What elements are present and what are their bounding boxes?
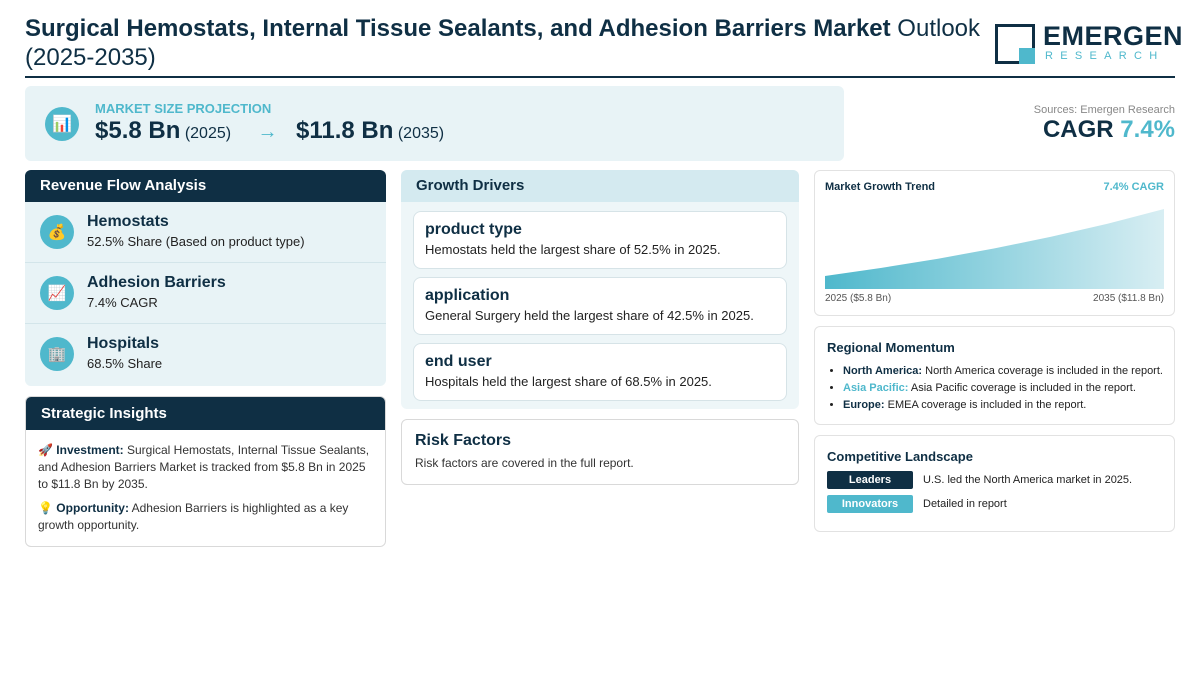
projection-start-value: $5.8 Bn bbox=[95, 117, 181, 144]
revenue-item-detail: 52.5% Share (Based on product type) bbox=[87, 234, 305, 249]
risk-factors-panel: Risk Factors Risk factors are covered in… bbox=[401, 419, 799, 485]
region-text: North America coverage is included in th… bbox=[922, 365, 1163, 377]
revenue-item: 🏢 Hospitals 68.5% Share bbox=[25, 324, 386, 385]
chart-icon: 📊 bbox=[45, 107, 79, 141]
building-icon: 🏢 bbox=[40, 337, 74, 371]
growth-drivers-heading: Growth Drivers bbox=[401, 170, 799, 202]
driver-card: product type Hemostats held the largest … bbox=[413, 211, 787, 269]
cagr-value: 7.4% bbox=[1120, 116, 1175, 143]
arrow-right-icon: → bbox=[257, 121, 278, 143]
region-name: Asia Pacific: bbox=[843, 382, 909, 394]
driver-card-title: end user bbox=[425, 353, 492, 370]
market-size-projection: 📊 MARKET SIZE PROJECTION $5.8 Bn (2025) … bbox=[25, 86, 844, 161]
revenue-flow-panel: Revenue Flow Analysis 💰 Hemostats 52.5% … bbox=[25, 170, 386, 386]
growth-area-series bbox=[825, 209, 1164, 289]
logo-subtitle: RESEARCH bbox=[1045, 50, 1165, 62]
projection-start-year: (2025) bbox=[184, 125, 232, 142]
leaders-badge: Leaders bbox=[827, 471, 913, 489]
projection-label: MARKET SIZE PROJECTION bbox=[95, 101, 272, 116]
innovators-badge: Innovators bbox=[827, 495, 913, 513]
page-title: Surgical Hemostats, Internal Tissue Seal… bbox=[25, 14, 985, 72]
trend-cagr: 7.4% CAGR bbox=[1103, 181, 1164, 193]
page-title-rest: Outlook (2025-2035) bbox=[25, 15, 981, 71]
growth-drivers-panel: Growth Drivers product type Hemostats he… bbox=[401, 170, 799, 409]
page-title-bold: Surgical Hemostats, Internal Tissue Seal… bbox=[25, 15, 891, 42]
revenue-flow-heading: Revenue Flow Analysis bbox=[25, 170, 386, 202]
competitive-landscape-heading: Competitive Landscape bbox=[827, 449, 973, 464]
revenue-item: 📈 Adhesion Barriers 7.4% CAGR bbox=[25, 263, 386, 324]
trend-end-label: 2035 ($11.8 Bn) bbox=[1093, 293, 1164, 304]
rocket-icon: 🚀 bbox=[38, 443, 53, 457]
investment-label: Investment: bbox=[56, 443, 124, 457]
driver-card-text: Hemostats held the largest share of 52.5… bbox=[425, 242, 721, 257]
logo-wordmark: EMERGEN bbox=[1043, 21, 1184, 51]
driver-card-text: Hospitals held the largest share of 68.5… bbox=[425, 374, 712, 389]
region-list: North America: North America coverage is… bbox=[843, 363, 1173, 414]
region-name: North America: bbox=[843, 365, 923, 377]
projection-end-year: (2035) bbox=[397, 125, 445, 142]
investment-text: Surgical Hemostats, Internal Tissue Seal… bbox=[38, 443, 370, 491]
growth-area-chart bbox=[825, 209, 1164, 289]
driver-card-title: application bbox=[425, 287, 510, 304]
trend-title: Market Growth Trend bbox=[825, 181, 936, 193]
driver-card: end user Hospitals held the largest shar… bbox=[413, 343, 787, 401]
revenue-item-title: Hemostats bbox=[87, 213, 169, 230]
page-header: Surgical Hemostats, Internal Tissue Seal… bbox=[25, 14, 1183, 78]
projection-values: $5.8 Bn (2025) → $11.8 Bn (2035) bbox=[95, 117, 444, 145]
region-item: Europe: EMEA coverage is included in the… bbox=[843, 397, 1173, 414]
strategic-insights-heading: Strategic Insights bbox=[26, 397, 385, 430]
trend-up-icon: 📈 bbox=[40, 276, 74, 310]
driver-card-text: General Surgery held the largest share o… bbox=[425, 308, 754, 323]
trend-start-label: 2025 ($5.8 Bn) bbox=[825, 293, 892, 304]
investment-insight: 🚀 Investment: Surgical Hemostats, Intern… bbox=[38, 442, 373, 493]
driver-card-title: product type bbox=[425, 221, 522, 238]
strategic-insights-panel: Strategic Insights 🚀 Investment: Surgica… bbox=[25, 396, 386, 547]
sources-note: Sources: Emergen Research bbox=[1033, 104, 1175, 116]
opportunity-label: Opportunity: bbox=[56, 501, 129, 515]
revenue-item-detail: 7.4% CAGR bbox=[87, 295, 158, 310]
cagr-summary: CAGR 7.4% bbox=[1043, 116, 1175, 144]
leaders-text: U.S. led the North America market in 202… bbox=[923, 474, 1133, 486]
region-name: Europe: bbox=[843, 399, 885, 411]
market-growth-trend-panel: Market Growth Trend 7.4% CAGR 2025 ($5.8… bbox=[814, 170, 1175, 316]
revenue-item-detail: 68.5% Share bbox=[87, 356, 163, 371]
opportunity-insight: 💡 Opportunity: Adhesion Barriers is high… bbox=[38, 500, 373, 534]
region-text: EMEA coverage is included in the report. bbox=[884, 399, 1087, 411]
revenue-item-title: Adhesion Barriers bbox=[87, 274, 226, 291]
driver-card: application General Surgery held the lar… bbox=[413, 277, 787, 335]
money-bag-icon: 💰 bbox=[40, 215, 74, 249]
emergen-logo[interactable]: EMERGEN RESEARCH bbox=[995, 20, 1183, 64]
projection-end-value: $11.8 Bn bbox=[295, 117, 394, 144]
opportunity-text: Adhesion Barriers is highlighted as a ke… bbox=[38, 501, 349, 532]
regional-momentum-heading: Regional Momentum bbox=[827, 340, 955, 355]
region-item: North America: North America coverage is… bbox=[843, 363, 1173, 380]
region-item: Asia Pacific: Asia Pacific coverage is i… bbox=[843, 380, 1173, 397]
revenue-item: 💰 Hemostats 52.5% Share (Based on produc… bbox=[25, 202, 386, 263]
innovators-text: Detailed in report bbox=[923, 498, 1007, 510]
region-text: Asia Pacific coverage is included in the… bbox=[908, 382, 1136, 394]
logo-mark-icon bbox=[995, 24, 1035, 64]
cagr-label: CAGR bbox=[1042, 116, 1114, 143]
risk-factors-text: Risk factors are covered in the full rep… bbox=[415, 456, 634, 470]
lightbulb-icon: 💡 bbox=[38, 501, 53, 515]
competitive-landscape-panel: Competitive Landscape Leaders U.S. led t… bbox=[814, 435, 1175, 532]
risk-factors-heading: Risk Factors bbox=[415, 432, 512, 449]
revenue-item-title: Hospitals bbox=[87, 335, 160, 352]
regional-momentum-panel: Regional Momentum North America: North A… bbox=[814, 326, 1175, 425]
